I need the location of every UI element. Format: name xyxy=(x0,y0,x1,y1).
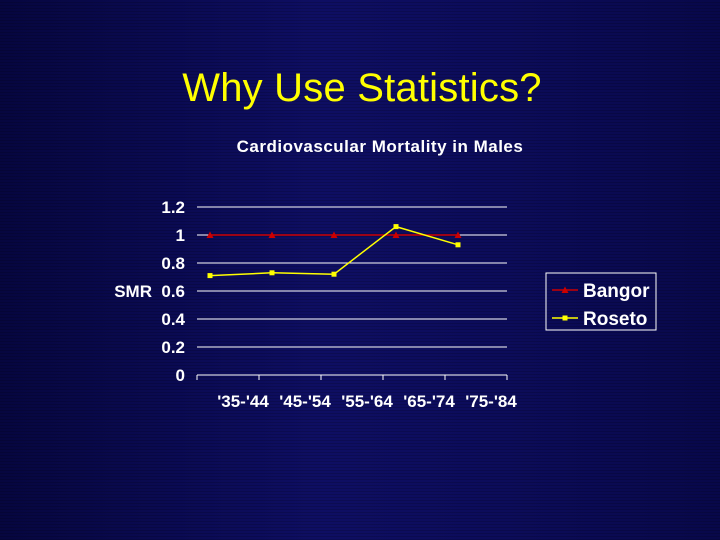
x-tick-label: '75-'84 xyxy=(465,392,517,411)
y-tick-label: 1.2 xyxy=(161,198,185,217)
data-point-bangor xyxy=(330,231,338,238)
legend-label: Roseto xyxy=(583,309,647,330)
chart-axes xyxy=(196,374,508,380)
legend-box xyxy=(545,272,657,331)
chart-title: Cardiovascular Mortality in Males xyxy=(236,137,524,156)
data-point-bangor xyxy=(392,231,400,238)
chart-legend: Bangor Roseto xyxy=(545,272,657,331)
data-point-bangor xyxy=(268,231,276,238)
data-point-roseto xyxy=(207,273,213,279)
slide-title: Why Use Statistics? xyxy=(182,66,542,110)
y-tick-label: 0.4 xyxy=(161,310,185,329)
y-axis-label: SMR xyxy=(114,282,152,301)
chart-series xyxy=(206,224,462,279)
x-tick-labels: '35-'44 '45-'54 '55-'64 '65-'74 '75-'84 xyxy=(217,392,517,411)
legend-marker xyxy=(562,315,568,321)
x-tick-label: '65-'74 xyxy=(403,392,455,411)
x-tick-label: '35-'44 xyxy=(217,392,269,411)
legend-marker xyxy=(561,286,569,293)
y-tick-label: 0.2 xyxy=(161,338,185,357)
data-point-bangor xyxy=(454,231,462,238)
data-point-roseto xyxy=(269,270,275,276)
data-point-roseto xyxy=(393,224,399,230)
x-tick-label: '55-'64 xyxy=(341,392,393,411)
y-tick-label: 0.6 xyxy=(161,282,185,301)
y-tick-label: 0 xyxy=(176,366,185,385)
y-tick-label: 1 xyxy=(176,226,185,245)
chart-gridlines xyxy=(197,206,507,348)
legend-label: Bangor xyxy=(583,281,650,302)
y-tick-labels: 0 0.2 0.4 0.6 0.8 1 1.2 xyxy=(161,198,185,385)
y-tick-label: 0.8 xyxy=(161,254,185,273)
x-tick-label: '45-'54 xyxy=(279,392,331,411)
data-point-bangor xyxy=(206,231,214,238)
data-point-roseto xyxy=(331,271,337,277)
data-point-roseto xyxy=(455,242,461,248)
